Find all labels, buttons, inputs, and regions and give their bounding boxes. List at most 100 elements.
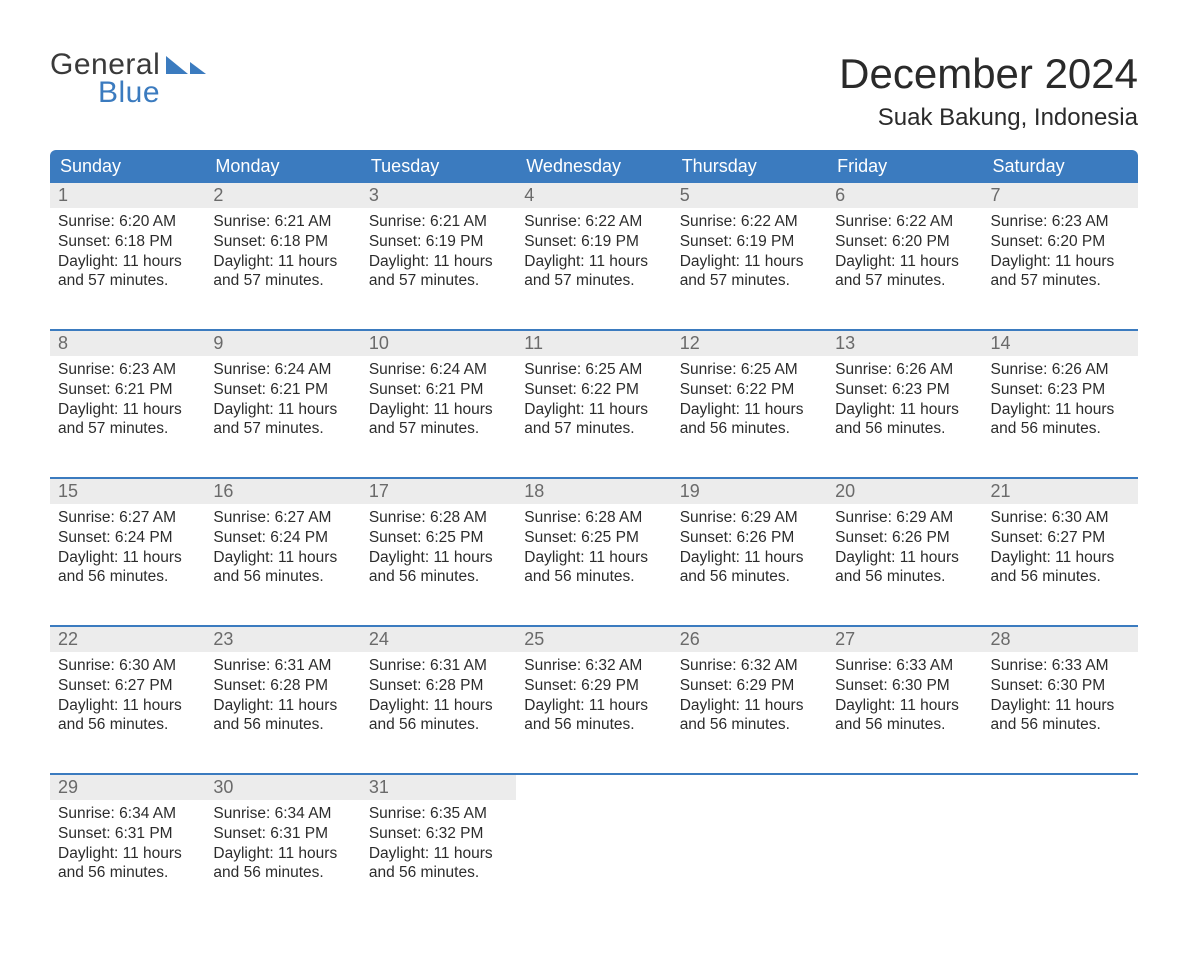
day-number: 5 [672,183,827,208]
day-cell [827,774,982,921]
day-details: Sunrise: 6:26 AMSunset: 6:23 PMDaylight:… [827,356,982,443]
sunrise-line: Sunrise: 6:30 AM [991,508,1130,528]
daylight-line-1: Daylight: 11 hours [835,548,974,568]
daylight-line-1: Daylight: 11 hours [58,844,197,864]
day-details: Sunrise: 6:31 AMSunset: 6:28 PMDaylight:… [361,652,516,739]
sunrise-line: Sunrise: 6:22 AM [835,212,974,232]
daylight-line-2: and 57 minutes. [835,271,974,291]
day-details: Sunrise: 6:26 AMSunset: 6:23 PMDaylight:… [983,356,1138,443]
sunset-line: Sunset: 6:30 PM [835,676,974,696]
sunrise-line: Sunrise: 6:29 AM [680,508,819,528]
day-number: 20 [827,479,982,504]
day-number: 12 [672,331,827,356]
sunrise-line: Sunrise: 6:21 AM [213,212,352,232]
sunrise-line: Sunrise: 6:26 AM [991,360,1130,380]
day-number: 19 [672,479,827,504]
day-number: 15 [50,479,205,504]
brand-sail-icon [164,54,208,76]
day-cell: 29Sunrise: 6:34 AMSunset: 6:31 PMDayligh… [50,774,205,921]
daylight-line-1: Daylight: 11 hours [524,400,663,420]
day-number: 10 [361,331,516,356]
day-details: Sunrise: 6:23 AMSunset: 6:20 PMDaylight:… [983,208,1138,295]
day-cell: 13Sunrise: 6:26 AMSunset: 6:23 PMDayligh… [827,330,982,478]
day-cell: 16Sunrise: 6:27 AMSunset: 6:24 PMDayligh… [205,478,360,626]
week-row: 8Sunrise: 6:23 AMSunset: 6:21 PMDaylight… [50,330,1138,478]
week-row: 15Sunrise: 6:27 AMSunset: 6:24 PMDayligh… [50,478,1138,626]
daylight-line-2: and 57 minutes. [213,271,352,291]
sunrise-line: Sunrise: 6:34 AM [213,804,352,824]
day-cell: 20Sunrise: 6:29 AMSunset: 6:26 PMDayligh… [827,478,982,626]
day-details: Sunrise: 6:32 AMSunset: 6:29 PMDaylight:… [672,652,827,739]
daylight-line-1: Daylight: 11 hours [369,548,508,568]
weekday-header: Monday [205,150,360,183]
daylight-line-2: and 57 minutes. [524,271,663,291]
daylight-line-1: Daylight: 11 hours [369,696,508,716]
sunset-line: Sunset: 6:31 PM [213,824,352,844]
calendar-body: 1Sunrise: 6:20 AMSunset: 6:18 PMDaylight… [50,183,1138,921]
calendar-table: Sunday Monday Tuesday Wednesday Thursday… [50,150,1138,921]
day-details: Sunrise: 6:27 AMSunset: 6:24 PMDaylight:… [50,504,205,591]
day-cell: 30Sunrise: 6:34 AMSunset: 6:31 PMDayligh… [205,774,360,921]
day-cell: 4Sunrise: 6:22 AMSunset: 6:19 PMDaylight… [516,183,671,330]
day-details: Sunrise: 6:31 AMSunset: 6:28 PMDaylight:… [205,652,360,739]
weekday-header: Wednesday [516,150,671,183]
day-cell: 23Sunrise: 6:31 AMSunset: 6:28 PMDayligh… [205,626,360,774]
day-details: Sunrise: 6:34 AMSunset: 6:31 PMDaylight:… [50,800,205,887]
day-number: 23 [205,627,360,652]
daylight-line-2: and 56 minutes. [524,567,663,587]
month-title: December 2024 [839,50,1138,98]
sunset-line: Sunset: 6:23 PM [835,380,974,400]
day-number: 11 [516,331,671,356]
daylight-line-2: and 56 minutes. [835,715,974,735]
daylight-line-2: and 56 minutes. [991,419,1130,439]
sunrise-line: Sunrise: 6:25 AM [524,360,663,380]
sunset-line: Sunset: 6:21 PM [213,380,352,400]
daylight-line-1: Daylight: 11 hours [524,548,663,568]
sunset-line: Sunset: 6:30 PM [991,676,1130,696]
day-details: Sunrise: 6:25 AMSunset: 6:22 PMDaylight:… [516,356,671,443]
day-details: Sunrise: 6:29 AMSunset: 6:26 PMDaylight:… [672,504,827,591]
day-details: Sunrise: 6:34 AMSunset: 6:31 PMDaylight:… [205,800,360,887]
daylight-line-1: Daylight: 11 hours [369,400,508,420]
sunset-line: Sunset: 6:29 PM [524,676,663,696]
brand-line2: Blue [50,78,208,108]
sunset-line: Sunset: 6:22 PM [524,380,663,400]
day-details: Sunrise: 6:22 AMSunset: 6:19 PMDaylight:… [516,208,671,295]
daylight-line-1: Daylight: 11 hours [991,400,1130,420]
day-cell: 22Sunrise: 6:30 AMSunset: 6:27 PMDayligh… [50,626,205,774]
sunrise-line: Sunrise: 6:30 AM [58,656,197,676]
daylight-line-1: Daylight: 11 hours [58,400,197,420]
day-cell [672,774,827,921]
page: General Blue December 2024 Suak Bakung, … [0,0,1188,961]
day-details: Sunrise: 6:22 AMSunset: 6:19 PMDaylight:… [672,208,827,295]
daylight-line-1: Daylight: 11 hours [213,252,352,272]
day-details: Sunrise: 6:30 AMSunset: 6:27 PMDaylight:… [983,504,1138,591]
day-details: Sunrise: 6:22 AMSunset: 6:20 PMDaylight:… [827,208,982,295]
day-number: 1 [50,183,205,208]
sunrise-line: Sunrise: 6:22 AM [680,212,819,232]
day-details: Sunrise: 6:23 AMSunset: 6:21 PMDaylight:… [50,356,205,443]
day-details: Sunrise: 6:27 AMSunset: 6:24 PMDaylight:… [205,504,360,591]
sunrise-line: Sunrise: 6:35 AM [369,804,508,824]
weekday-header: Saturday [983,150,1138,183]
sunrise-line: Sunrise: 6:23 AM [991,212,1130,232]
sunrise-line: Sunrise: 6:33 AM [835,656,974,676]
day-cell: 7Sunrise: 6:23 AMSunset: 6:20 PMDaylight… [983,183,1138,330]
day-cell [516,774,671,921]
sunset-line: Sunset: 6:18 PM [213,232,352,252]
daylight-line-2: and 56 minutes. [680,419,819,439]
daylight-line-2: and 56 minutes. [991,567,1130,587]
day-number: 18 [516,479,671,504]
day-number: 27 [827,627,982,652]
week-row: 1Sunrise: 6:20 AMSunset: 6:18 PMDaylight… [50,183,1138,330]
sunset-line: Sunset: 6:31 PM [58,824,197,844]
sunset-line: Sunset: 6:28 PM [213,676,352,696]
sunset-line: Sunset: 6:26 PM [680,528,819,548]
brand-logo: General Blue [50,50,208,108]
day-details: Sunrise: 6:24 AMSunset: 6:21 PMDaylight:… [361,356,516,443]
sunrise-line: Sunrise: 6:28 AM [524,508,663,528]
day-details: Sunrise: 6:24 AMSunset: 6:21 PMDaylight:… [205,356,360,443]
calendar-head: Sunday Monday Tuesday Wednesday Thursday… [50,150,1138,183]
day-cell: 14Sunrise: 6:26 AMSunset: 6:23 PMDayligh… [983,330,1138,478]
daylight-line-1: Daylight: 11 hours [213,548,352,568]
